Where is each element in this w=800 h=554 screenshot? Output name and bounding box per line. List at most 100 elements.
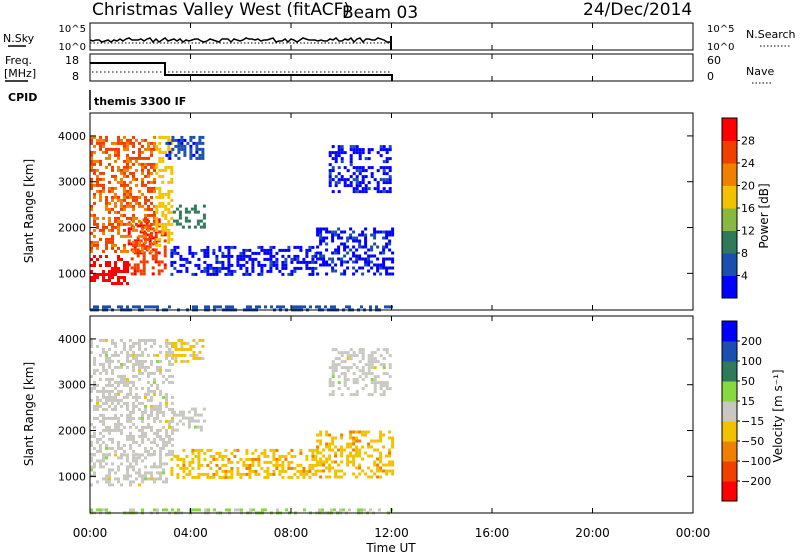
velocity-cell — [105, 462, 108, 466]
power-cell — [102, 305, 105, 309]
velocity-cell — [147, 380, 150, 384]
power-cell — [123, 264, 126, 267]
power-cell — [102, 144, 105, 148]
velocity-cell — [349, 460, 353, 464]
velocity-heatmap — [90, 338, 395, 515]
power-cell — [322, 236, 326, 240]
power-cell — [167, 189, 171, 193]
velocity-cell — [138, 453, 141, 457]
power-cell — [150, 153, 153, 157]
velocity-cell — [388, 454, 392, 458]
power-cell — [150, 180, 153, 184]
velocity-cell — [132, 365, 135, 369]
power-cell — [382, 230, 386, 234]
velocity-cell — [293, 472, 297, 476]
power-cell — [337, 172, 341, 176]
velocity-cell — [269, 460, 273, 464]
power-cell — [108, 305, 111, 309]
velocity-cell — [224, 469, 228, 473]
power-cell — [153, 219, 156, 223]
velocity-cell — [90, 443, 93, 447]
power-colorbar-tick-label: 20 — [741, 180, 755, 193]
power-cell — [133, 248, 137, 252]
power-cell — [163, 266, 167, 270]
power-cell — [126, 222, 129, 226]
power-cell — [163, 263, 167, 267]
velocity-cell — [144, 474, 147, 478]
station-title: Christmas Valley West (fitACF) — [92, 0, 350, 20]
velocity-cell — [361, 366, 365, 370]
velocity-cell — [328, 393, 332, 397]
power-cell — [93, 162, 96, 166]
velocity-cell — [144, 341, 147, 345]
velocity-cell — [206, 475, 210, 479]
velocity-cell — [96, 344, 99, 348]
velocity-cell — [388, 430, 392, 434]
velocity-cell — [388, 436, 392, 440]
power-cell — [352, 151, 356, 155]
velocity-cell — [180, 344, 184, 348]
power-cell — [90, 162, 93, 166]
velocity-cell — [328, 463, 332, 467]
power-cell — [391, 251, 395, 255]
power-cell — [179, 269, 183, 273]
velocity-cell — [117, 468, 120, 472]
velocity-cell — [93, 434, 96, 438]
velocity-cell — [144, 359, 147, 363]
velocity-cell — [153, 416, 156, 420]
velocity-cell — [159, 459, 162, 463]
velocity-cell — [376, 475, 380, 479]
power-cell — [388, 272, 392, 276]
power-cell — [197, 263, 201, 267]
power-cell — [314, 254, 318, 258]
velocity-cell — [156, 383, 159, 387]
velocity-cell — [233, 448, 237, 452]
velocity-cell — [102, 428, 105, 432]
power-cell — [155, 171, 159, 175]
velocity-cell — [123, 395, 126, 399]
velocity-cell — [147, 413, 150, 417]
power-cell — [155, 210, 159, 214]
velocity-cell — [141, 453, 144, 457]
power-cell — [382, 248, 386, 252]
power-colorbar-tick-label: 12 — [741, 225, 755, 238]
velocity-cell — [325, 466, 329, 470]
velocity-cell — [102, 395, 105, 399]
velocity-cell — [150, 428, 153, 432]
velocity-cell — [105, 356, 108, 360]
velocity-cell — [236, 448, 240, 452]
power-cell — [184, 210, 188, 214]
velocity-cell — [331, 439, 335, 443]
velocity-cell — [129, 425, 132, 429]
velocity-cell — [174, 347, 178, 351]
velocity-cell — [105, 453, 108, 457]
nsky-tick-top: 10^5 — [59, 24, 86, 35]
power-cell — [340, 263, 344, 267]
velocity-cell — [114, 398, 117, 402]
power-cell — [246, 305, 249, 309]
velocity-cell — [364, 430, 368, 434]
power-cell — [170, 231, 174, 235]
velocity-cell — [181, 422, 185, 426]
velocity-cell — [144, 431, 147, 435]
velocity-cell — [99, 362, 102, 366]
power-cell — [364, 169, 368, 173]
velocity-cell — [147, 386, 150, 390]
power-cell — [355, 254, 359, 258]
power-cell — [346, 184, 350, 188]
power-cell — [385, 236, 389, 240]
power-cell — [361, 272, 365, 276]
power-cell — [96, 180, 99, 184]
power-cell — [355, 269, 359, 273]
power-cell — [297, 305, 300, 309]
velocity-cell — [340, 448, 344, 452]
velocity-cell — [132, 380, 135, 384]
power-cell — [144, 231, 147, 235]
velocity-cell — [114, 428, 117, 432]
velocity-colorbar-tick-label: −15 — [741, 415, 764, 428]
velocity-cell — [190, 416, 194, 420]
velocity-cell — [123, 383, 126, 387]
power-cell — [153, 168, 156, 172]
velocity-cell — [376, 348, 380, 352]
power-cell — [99, 192, 102, 196]
